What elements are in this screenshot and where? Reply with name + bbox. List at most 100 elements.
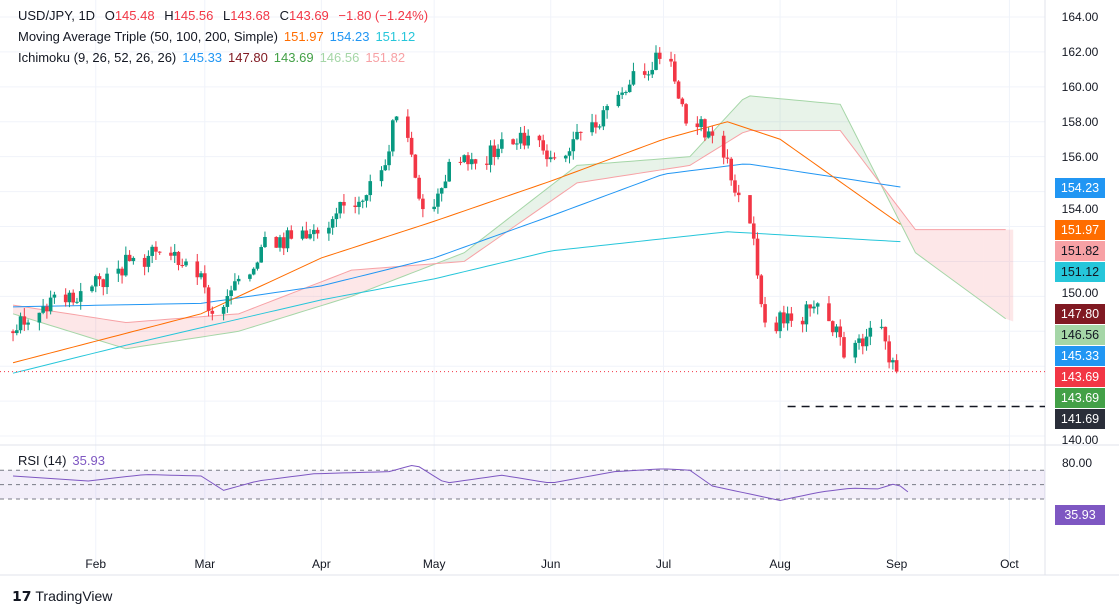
candle <box>725 157 730 159</box>
ichimoku-cloud <box>892 199 901 224</box>
candle <box>387 151 391 166</box>
candle <box>357 201 361 208</box>
candle <box>590 122 594 133</box>
price-tick: 160.00 <box>1061 79 1099 94</box>
ichimoku-cloud <box>930 229 938 270</box>
candle <box>571 139 576 152</box>
ichimoku-cloud <box>704 132 713 157</box>
candle <box>304 230 309 239</box>
candle <box>548 157 553 160</box>
ichimoku-cloud <box>539 188 547 210</box>
ichimoku-cloud <box>464 246 472 262</box>
candle <box>552 157 557 159</box>
price-tag: 151.97 <box>1055 219 1105 240</box>
candle <box>274 236 279 248</box>
ichimoku-cloud <box>968 229 976 297</box>
ichimoku-cloud <box>419 264 427 271</box>
candle <box>627 84 632 93</box>
rsi-legend: RSI (14) 35.93 <box>18 453 105 468</box>
ichimoku-cloud <box>659 158 668 171</box>
ichimoku-cloud <box>945 229 954 281</box>
ichimoku-cloud <box>922 229 931 264</box>
price-tag: 141.69 <box>1055 408 1105 429</box>
candle <box>496 148 500 158</box>
ichimoku-cloud <box>163 319 171 343</box>
candle <box>515 143 519 145</box>
candle <box>736 192 741 196</box>
ma-legend: Moving Average Triple (50, 100, 200, Sim… <box>18 29 416 44</box>
time-tick: May <box>423 557 446 571</box>
price-tick: 154.00 <box>1061 201 1099 216</box>
ichimoku-cloud <box>825 102 833 131</box>
candle <box>409 137 414 155</box>
ichimoku-cloud <box>366 268 374 291</box>
candle <box>184 261 188 266</box>
ichimoku-cloud <box>599 163 608 180</box>
candle <box>834 326 839 333</box>
price-tag: 143.69 <box>1055 387 1105 408</box>
candle <box>673 61 677 82</box>
candle <box>353 205 357 208</box>
candle <box>18 316 23 331</box>
ichimoku-cloud <box>810 101 818 131</box>
candle <box>631 71 636 85</box>
ichimoku-cloud <box>103 319 111 345</box>
candle <box>172 251 177 256</box>
candle <box>458 161 463 163</box>
ichimoku-cloud <box>734 99 743 138</box>
candle <box>101 279 106 288</box>
ichimoku-cloud <box>862 148 871 171</box>
ichimoku-cloud <box>975 229 984 303</box>
ichimoku-cloud <box>231 313 239 333</box>
candle <box>755 238 760 276</box>
span-a-line <box>12 95 1006 350</box>
candle <box>894 360 899 372</box>
candle <box>657 52 662 59</box>
candle <box>620 92 624 95</box>
candle <box>327 227 331 234</box>
ichimoku-cloud <box>983 229 991 308</box>
ichimoku-cloud <box>193 316 202 339</box>
ichimoku-cloud <box>855 133 863 161</box>
price-tick: 150.00 <box>1061 285 1099 300</box>
candle <box>281 237 286 249</box>
candle <box>157 251 162 253</box>
ichimoku-cloud <box>622 161 630 176</box>
ichimoku-cloud <box>178 317 186 341</box>
ichimoku-cloud <box>802 100 811 131</box>
price-tick: 140.00 <box>1061 432 1099 447</box>
price-tag: 146.56 <box>1055 324 1105 345</box>
candle <box>605 106 609 111</box>
candle <box>421 198 425 210</box>
ichimoku-cloud <box>471 241 480 257</box>
candle <box>857 338 861 343</box>
candle <box>300 230 305 239</box>
ichimoku-cloud <box>13 305 21 317</box>
ichimoku-cloud <box>674 157 683 168</box>
candle <box>417 177 421 199</box>
candle <box>684 104 688 124</box>
ichimoku-cloud <box>592 163 600 181</box>
candle <box>782 312 786 324</box>
candle <box>601 110 606 127</box>
candle <box>90 286 94 292</box>
ichimoku-cloud <box>644 159 653 173</box>
candle <box>285 230 290 249</box>
candle <box>624 92 628 94</box>
candle <box>815 303 820 307</box>
ichimoku-cloud <box>840 104 848 141</box>
candle <box>800 320 805 325</box>
candle <box>710 131 715 136</box>
ichimoku-cloud <box>95 317 104 342</box>
ichimoku-cloud <box>750 95 758 131</box>
ichimoku-cloud <box>449 255 457 263</box>
ichimoku-cloud <box>291 290 299 315</box>
candle <box>827 303 831 322</box>
candle <box>176 251 181 266</box>
ichimoku-cloud <box>554 177 562 199</box>
ichimoku-cloud <box>343 270 352 299</box>
ichimoku-legend: Ichimoku (9, 26, 52, 26, 26) 145.33 147.80… <box>18 50 406 65</box>
price-tag: 151.12 <box>1055 261 1105 282</box>
